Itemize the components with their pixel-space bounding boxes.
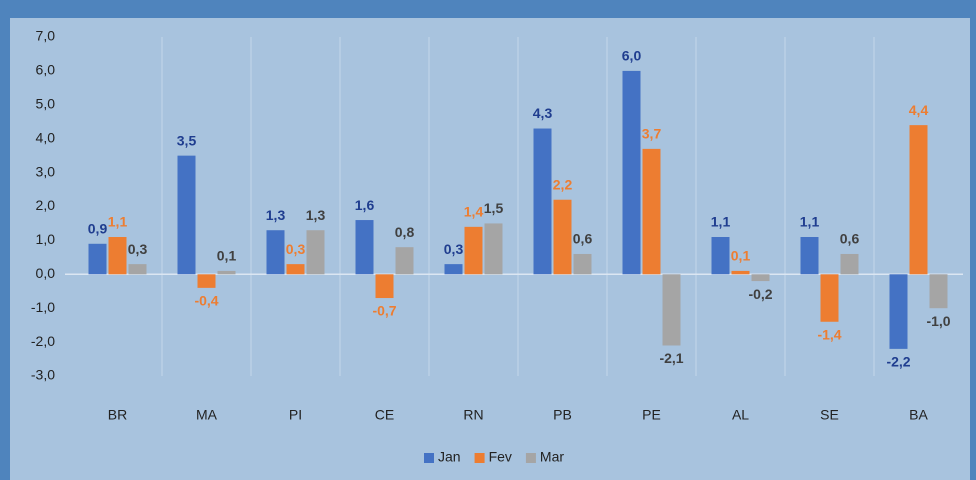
value-label: 2,2 xyxy=(553,176,573,192)
y-tick-label: 2,0 xyxy=(36,197,56,213)
bar xyxy=(889,274,908,349)
bar xyxy=(642,148,661,275)
y-tick-label: 0,0 xyxy=(36,265,56,281)
x-tick-label: PE xyxy=(642,407,661,423)
bar xyxy=(108,237,127,275)
x-tick-label: PB xyxy=(553,407,572,423)
bar xyxy=(662,274,681,346)
bar xyxy=(820,274,839,322)
bar xyxy=(444,264,463,275)
value-label: 0,3 xyxy=(128,241,148,257)
value-label: 0,3 xyxy=(286,241,306,257)
value-label: 0,8 xyxy=(395,224,415,240)
x-tick-label: RN xyxy=(463,407,483,423)
y-tick-label: 6,0 xyxy=(36,62,56,78)
bar xyxy=(533,128,552,275)
value-label: -1,0 xyxy=(926,313,950,329)
value-label: 1,4 xyxy=(464,204,484,220)
bar xyxy=(355,220,374,275)
value-label: -0,7 xyxy=(372,303,396,319)
x-tick-label: BR xyxy=(108,407,127,423)
bar xyxy=(128,264,147,275)
value-label: 4,3 xyxy=(533,105,553,121)
bar xyxy=(622,70,641,275)
y-tick-label: -2,0 xyxy=(31,333,55,349)
value-label: 0,6 xyxy=(573,231,593,247)
y-tick-label: 4,0 xyxy=(36,129,56,145)
value-label: -2,2 xyxy=(886,354,910,370)
y-tick-label: 5,0 xyxy=(36,96,56,112)
value-label: 1,1 xyxy=(711,214,731,230)
bar xyxy=(553,199,572,275)
value-label: -2,1 xyxy=(659,350,683,366)
y-tick-label: -1,0 xyxy=(31,299,55,315)
x-tick-label: AL xyxy=(732,407,749,423)
value-label: 3,7 xyxy=(642,126,662,142)
bar xyxy=(800,237,819,275)
value-label: 1,1 xyxy=(108,214,128,230)
y-tick-label: -3,0 xyxy=(31,367,55,383)
legend-swatch xyxy=(424,453,434,463)
bar xyxy=(751,274,770,282)
bar xyxy=(395,247,414,275)
value-label: 1,6 xyxy=(355,197,375,213)
value-label: 0,1 xyxy=(217,248,237,264)
bar xyxy=(929,274,948,309)
bar xyxy=(731,270,750,275)
value-label: 4,4 xyxy=(909,102,929,118)
x-tick-label: MA xyxy=(196,407,218,423)
bar xyxy=(573,253,592,275)
bar xyxy=(840,253,859,275)
bar xyxy=(266,230,285,275)
value-label: 1,3 xyxy=(306,207,326,223)
legend-swatch xyxy=(525,453,536,463)
legend-label: Fev xyxy=(489,449,512,465)
x-tick-label: PI xyxy=(289,407,302,423)
bar xyxy=(909,125,928,275)
legend-swatch xyxy=(474,453,485,463)
bar xyxy=(197,274,216,288)
value-label: 1,3 xyxy=(266,207,286,223)
x-tick-label: CE xyxy=(375,407,394,423)
y-tick-label: 7,0 xyxy=(36,28,56,44)
bar xyxy=(286,264,305,275)
x-tick-label: SE xyxy=(820,407,839,423)
bar xyxy=(306,230,325,275)
value-label: 0,3 xyxy=(444,241,464,257)
value-label: -0,2 xyxy=(748,286,772,302)
x-tick-label: BA xyxy=(909,407,928,423)
bar xyxy=(217,270,236,275)
bar xyxy=(88,243,107,275)
bar xyxy=(711,237,730,275)
bar xyxy=(484,223,503,275)
value-label: 0,9 xyxy=(88,220,108,236)
bar xyxy=(375,274,394,299)
bar xyxy=(464,226,483,275)
value-label: 0,6 xyxy=(840,231,860,247)
y-tick-label: 3,0 xyxy=(36,163,56,179)
y-tick-label: 1,0 xyxy=(36,231,56,247)
legend-label: Mar xyxy=(540,449,564,465)
legend-label: Jan xyxy=(438,449,461,465)
bar xyxy=(177,155,196,275)
value-label: 3,5 xyxy=(177,132,197,148)
value-label: 6,0 xyxy=(622,48,642,64)
value-label: -1,4 xyxy=(817,326,841,342)
value-label: 1,5 xyxy=(484,200,504,216)
value-label: 1,1 xyxy=(800,214,820,230)
value-label: 0,1 xyxy=(731,248,751,264)
value-label: -0,4 xyxy=(194,293,218,309)
